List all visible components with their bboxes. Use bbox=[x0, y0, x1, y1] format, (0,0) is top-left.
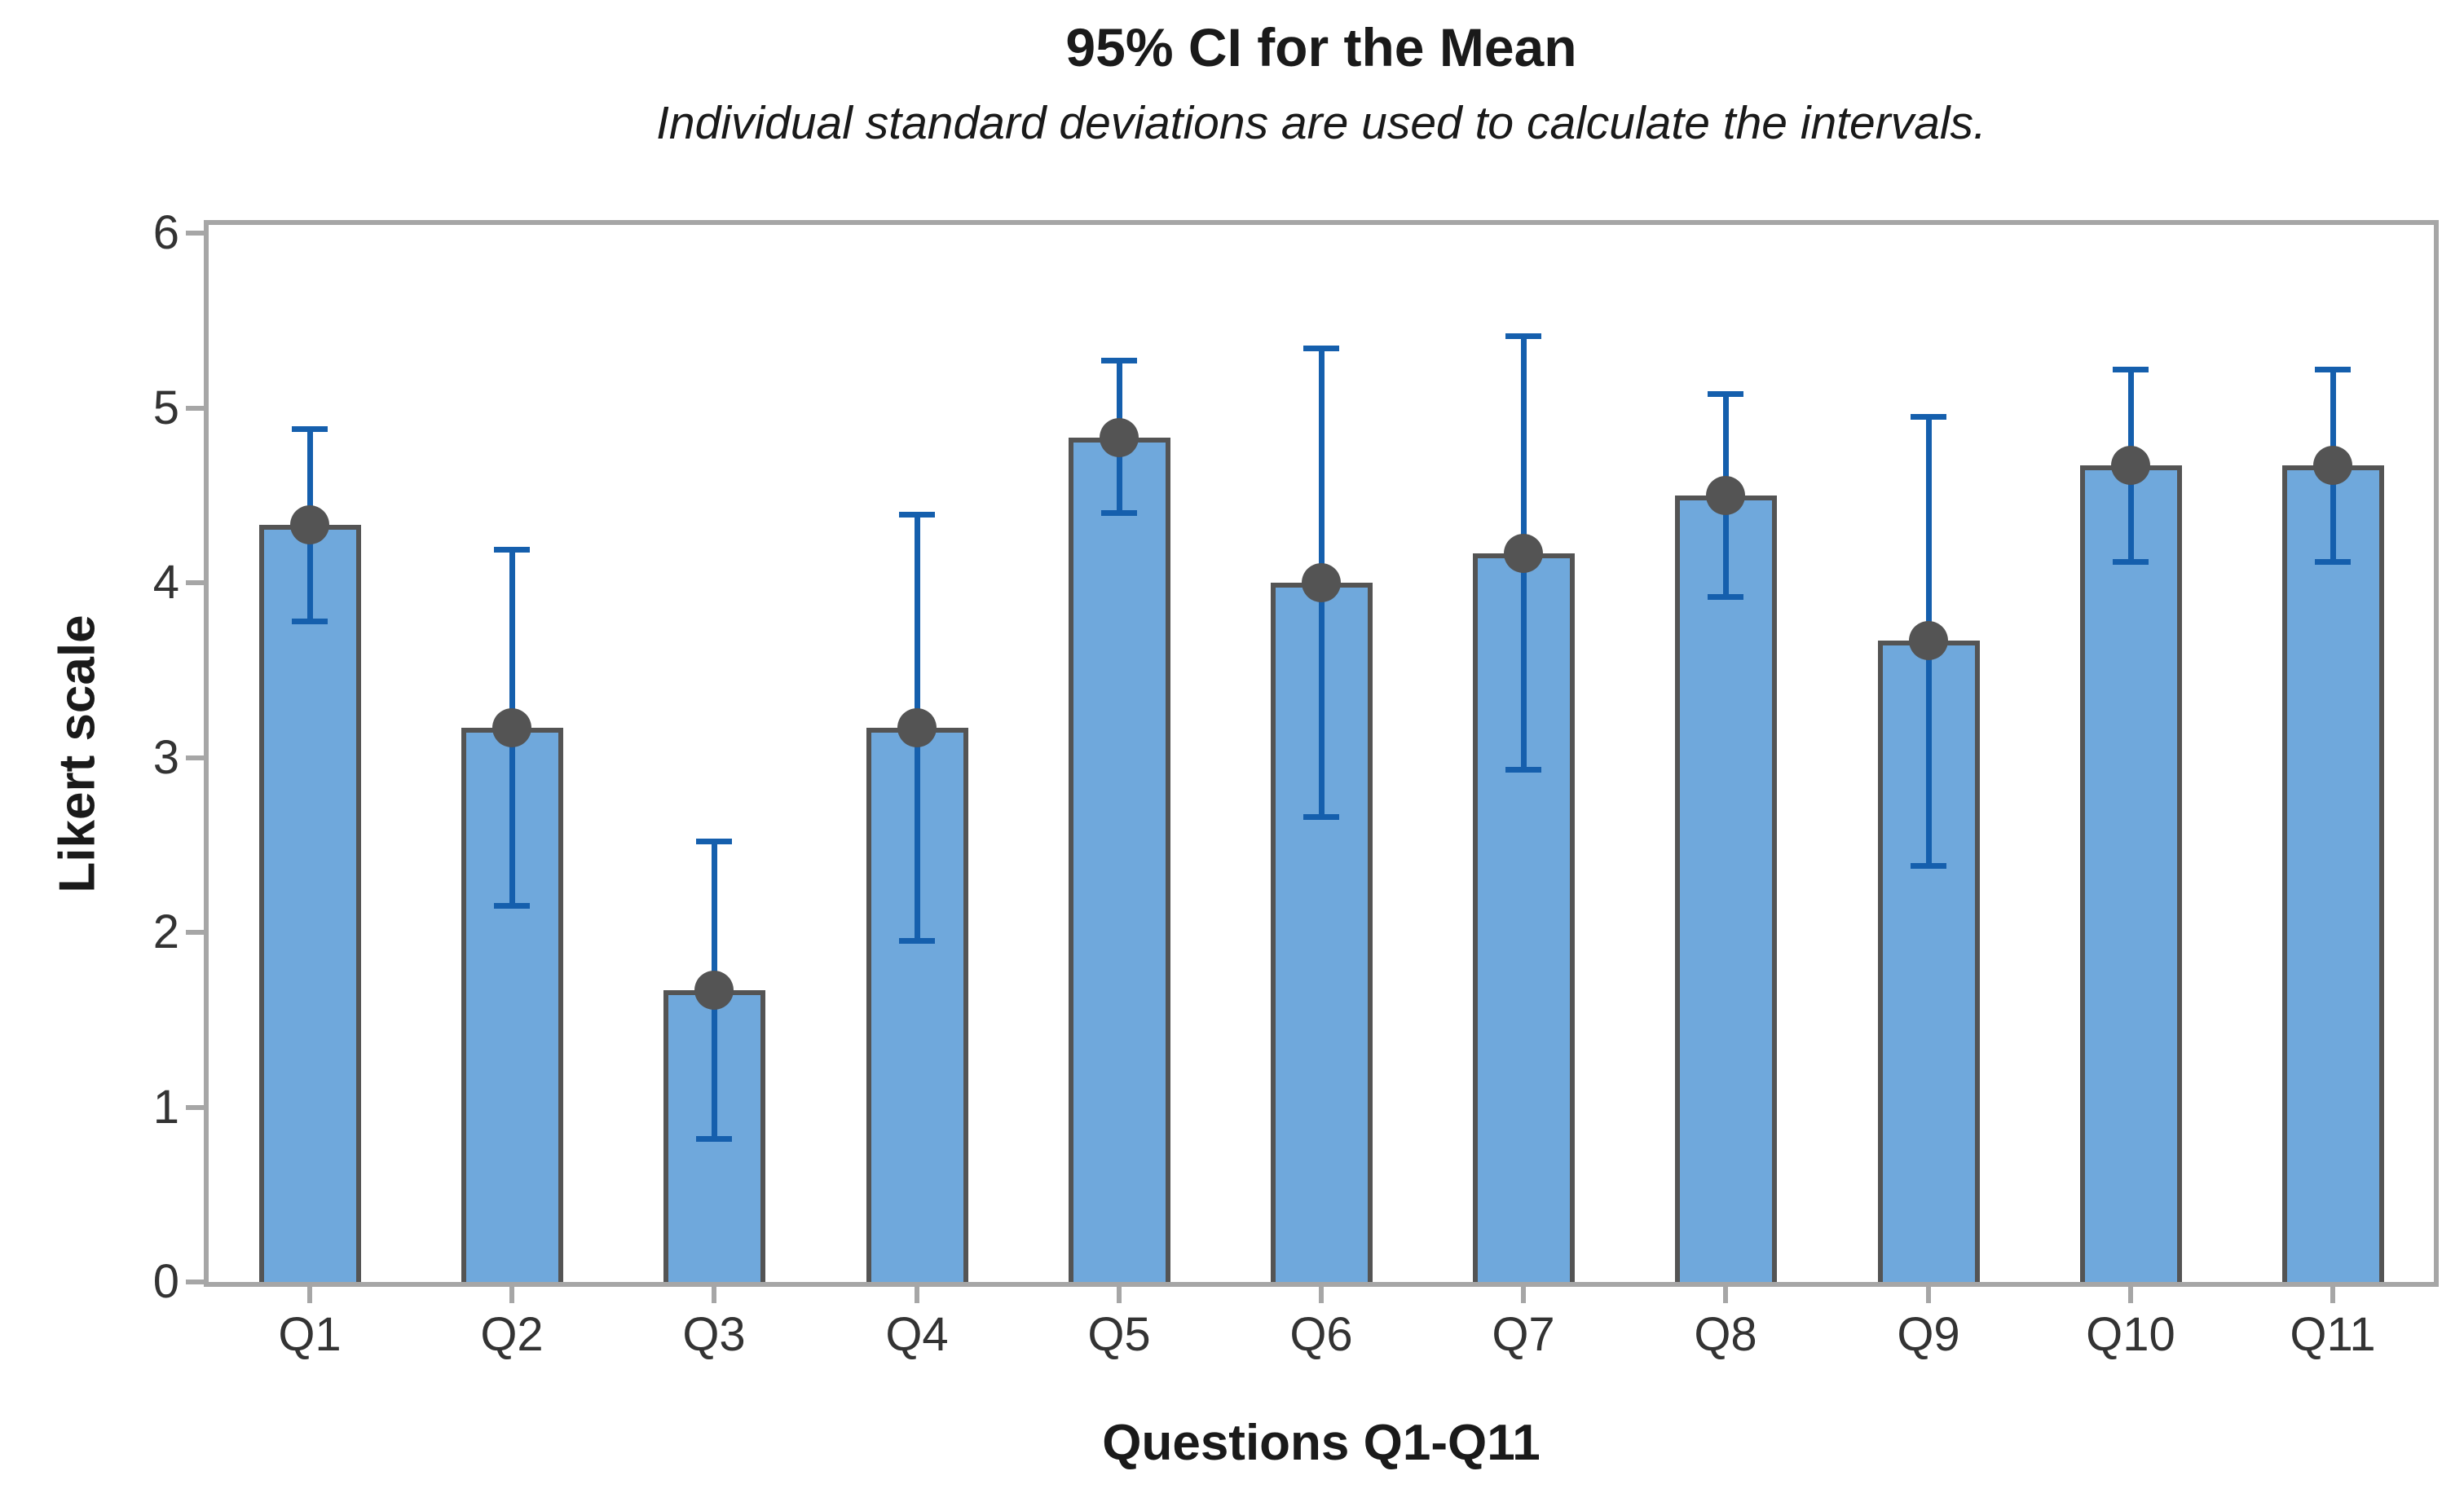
error-bar-cap-lower-Q2 bbox=[494, 903, 530, 909]
y-axis-tick bbox=[186, 930, 204, 935]
error-bar-cap-lower-Q4 bbox=[899, 938, 935, 944]
x-axis-tick bbox=[1926, 1287, 1931, 1303]
error-bar-cap-lower-Q7 bbox=[1505, 767, 1541, 773]
y-axis-tick bbox=[186, 755, 204, 760]
chart-subtitle: Individual standard deviations are used … bbox=[656, 97, 1986, 149]
error-bar-cap-upper-Q8 bbox=[1708, 391, 1743, 397]
error-bar-cap-lower-Q8 bbox=[1708, 594, 1743, 600]
bar-Q8 bbox=[1675, 496, 1777, 1282]
y-axis-tick bbox=[186, 406, 204, 411]
mean-marker-Q1 bbox=[290, 505, 329, 544]
y-axis-tick-label: 2 bbox=[152, 905, 179, 958]
y-axis-tick bbox=[186, 1280, 204, 1284]
mean-marker-Q3 bbox=[694, 971, 734, 1010]
error-bar-cap-upper-Q6 bbox=[1303, 346, 1339, 351]
error-bar-cap-upper-Q2 bbox=[494, 547, 530, 553]
x-axis-tick-label: Q5 bbox=[1087, 1308, 1151, 1361]
y-axis-tick bbox=[186, 231, 204, 236]
x-axis-tick bbox=[1319, 1287, 1324, 1303]
error-bar-cap-upper-Q1 bbox=[292, 426, 328, 432]
mean-marker-Q11 bbox=[2313, 446, 2352, 485]
error-bar-cap-lower-Q9 bbox=[1911, 863, 1946, 869]
plot-area bbox=[204, 220, 2439, 1287]
x-axis-tick bbox=[509, 1287, 514, 1303]
x-axis-tick-label: Q8 bbox=[1694, 1308, 1757, 1361]
mean-marker-Q10 bbox=[2111, 446, 2150, 485]
bar-Q1 bbox=[259, 525, 361, 1282]
bar-Q11 bbox=[2282, 465, 2384, 1282]
chart-title: 95% CI for the Mean bbox=[1065, 17, 1577, 77]
y-axis-tick-label: 3 bbox=[152, 731, 179, 784]
y-axis-tick-label: 1 bbox=[152, 1081, 179, 1134]
mean-marker-Q6 bbox=[1302, 563, 1341, 602]
error-bar-cap-lower-Q11 bbox=[2315, 559, 2351, 565]
error-bar-cap-lower-Q3 bbox=[696, 1136, 732, 1142]
error-bar-cap-lower-Q6 bbox=[1303, 814, 1339, 820]
error-bar-cap-upper-Q11 bbox=[2315, 367, 2351, 372]
x-axis-tick-label: Q7 bbox=[1492, 1308, 1555, 1361]
error-bar-cap-upper-Q7 bbox=[1505, 333, 1541, 339]
x-axis-tick bbox=[712, 1287, 716, 1303]
y-axis-tick-label: 0 bbox=[152, 1255, 179, 1308]
error-bar-cap-upper-Q10 bbox=[2113, 367, 2149, 372]
x-axis-tick bbox=[1723, 1287, 1728, 1303]
x-axis-tick bbox=[2330, 1287, 2335, 1303]
x-axis-tick bbox=[1117, 1287, 1122, 1303]
x-axis-tick-label: Q10 bbox=[2086, 1308, 2175, 1361]
x-axis-tick-label: Q2 bbox=[480, 1308, 544, 1361]
x-axis-tick bbox=[2128, 1287, 2133, 1303]
y-axis-tick bbox=[186, 580, 204, 585]
bar-Q7 bbox=[1473, 553, 1575, 1282]
x-axis-tick bbox=[915, 1287, 919, 1303]
x-axis-tick-label: Q11 bbox=[2290, 1308, 2376, 1361]
x-axis-tick bbox=[307, 1287, 312, 1303]
x-axis-tick-label: Q9 bbox=[1897, 1308, 1960, 1361]
mean-marker-Q9 bbox=[1909, 621, 1948, 660]
x-axis-tick-label: Q4 bbox=[885, 1308, 949, 1361]
error-bar-cap-upper-Q3 bbox=[696, 839, 732, 844]
y-axis-tick-label: 4 bbox=[152, 556, 179, 609]
x-axis-tick-label: Q3 bbox=[682, 1308, 746, 1361]
error-bar-cap-upper-Q5 bbox=[1101, 358, 1137, 363]
error-bar-cap-lower-Q10 bbox=[2113, 559, 2149, 565]
mean-marker-Q2 bbox=[492, 708, 531, 747]
bar-Q5 bbox=[1069, 438, 1170, 1282]
x-axis-tick-label: Q1 bbox=[278, 1308, 342, 1361]
mean-marker-Q4 bbox=[897, 708, 937, 747]
y-axis-tick-label: 6 bbox=[152, 206, 179, 259]
mean-marker-Q8 bbox=[1706, 476, 1745, 515]
bars-layer bbox=[209, 225, 2434, 1282]
error-bar-cap-lower-Q1 bbox=[292, 619, 328, 624]
error-bar-cap-upper-Q9 bbox=[1911, 414, 1946, 420]
mean-marker-Q5 bbox=[1100, 418, 1139, 457]
error-bar-cap-upper-Q4 bbox=[899, 512, 935, 518]
error-bar-cap-lower-Q5 bbox=[1101, 510, 1137, 516]
y-axis-tick bbox=[186, 1105, 204, 1110]
x-axis-tick bbox=[1521, 1287, 1526, 1303]
mean-marker-Q7 bbox=[1504, 534, 1543, 573]
x-axis-tick-label: Q6 bbox=[1289, 1308, 1353, 1361]
y-axis-tick-label: 5 bbox=[152, 381, 179, 434]
x-axis-title: Questions Q1-Q11 bbox=[1102, 1415, 1541, 1471]
bar-Q10 bbox=[2080, 465, 2182, 1282]
